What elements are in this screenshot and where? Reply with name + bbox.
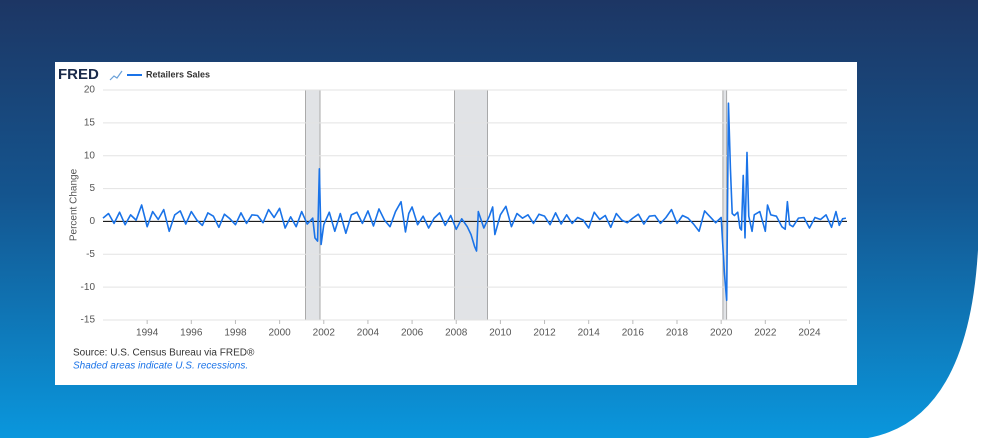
y-tick-label: -15: [81, 315, 96, 326]
y-tick-label: 15: [84, 117, 96, 128]
x-tick-label: 2018: [666, 328, 689, 339]
y-tick-label: -5: [86, 249, 95, 260]
x-tick-label: 2010: [489, 328, 512, 339]
y-tick-label: 0: [89, 216, 95, 227]
x-tick-label: 1994: [136, 328, 159, 339]
y-axis-label: Percent Change: [69, 168, 80, 241]
x-tick-label: 2014: [578, 328, 601, 339]
x-tick-label: 2006: [401, 328, 424, 339]
y-tick-label: 5: [89, 183, 95, 194]
logo: FRED: [58, 66, 99, 83]
x-tick-label: 1998: [224, 328, 247, 339]
legend-label: Retailers Sales: [146, 69, 210, 79]
x-tick-label: 2022: [754, 328, 777, 339]
x-tick-label: 2020: [710, 328, 733, 339]
recession-band: [454, 89, 488, 321]
source: Source: U.S. Census Bureau via FRED®: [73, 348, 255, 359]
y-tick-label: 20: [84, 85, 96, 96]
x-tick-label: 2000: [268, 328, 291, 339]
x-tick-label: 1996: [180, 328, 203, 339]
x-tick-label: 2004: [357, 328, 380, 339]
x-tick-label: 2008: [445, 328, 468, 339]
x-tick-label: 2024: [798, 328, 821, 339]
y-tick-label: -10: [81, 282, 96, 293]
x-tick-label: 2012: [533, 328, 556, 339]
y-tick-label: 10: [84, 150, 96, 161]
series-line: [102, 102, 847, 302]
x-tick-label: 2002: [313, 328, 336, 339]
logo-icon: [109, 70, 123, 81]
x-tick-label: 2016: [622, 328, 645, 339]
note: Shaded areas indicate U.S. recessions.: [73, 361, 248, 372]
